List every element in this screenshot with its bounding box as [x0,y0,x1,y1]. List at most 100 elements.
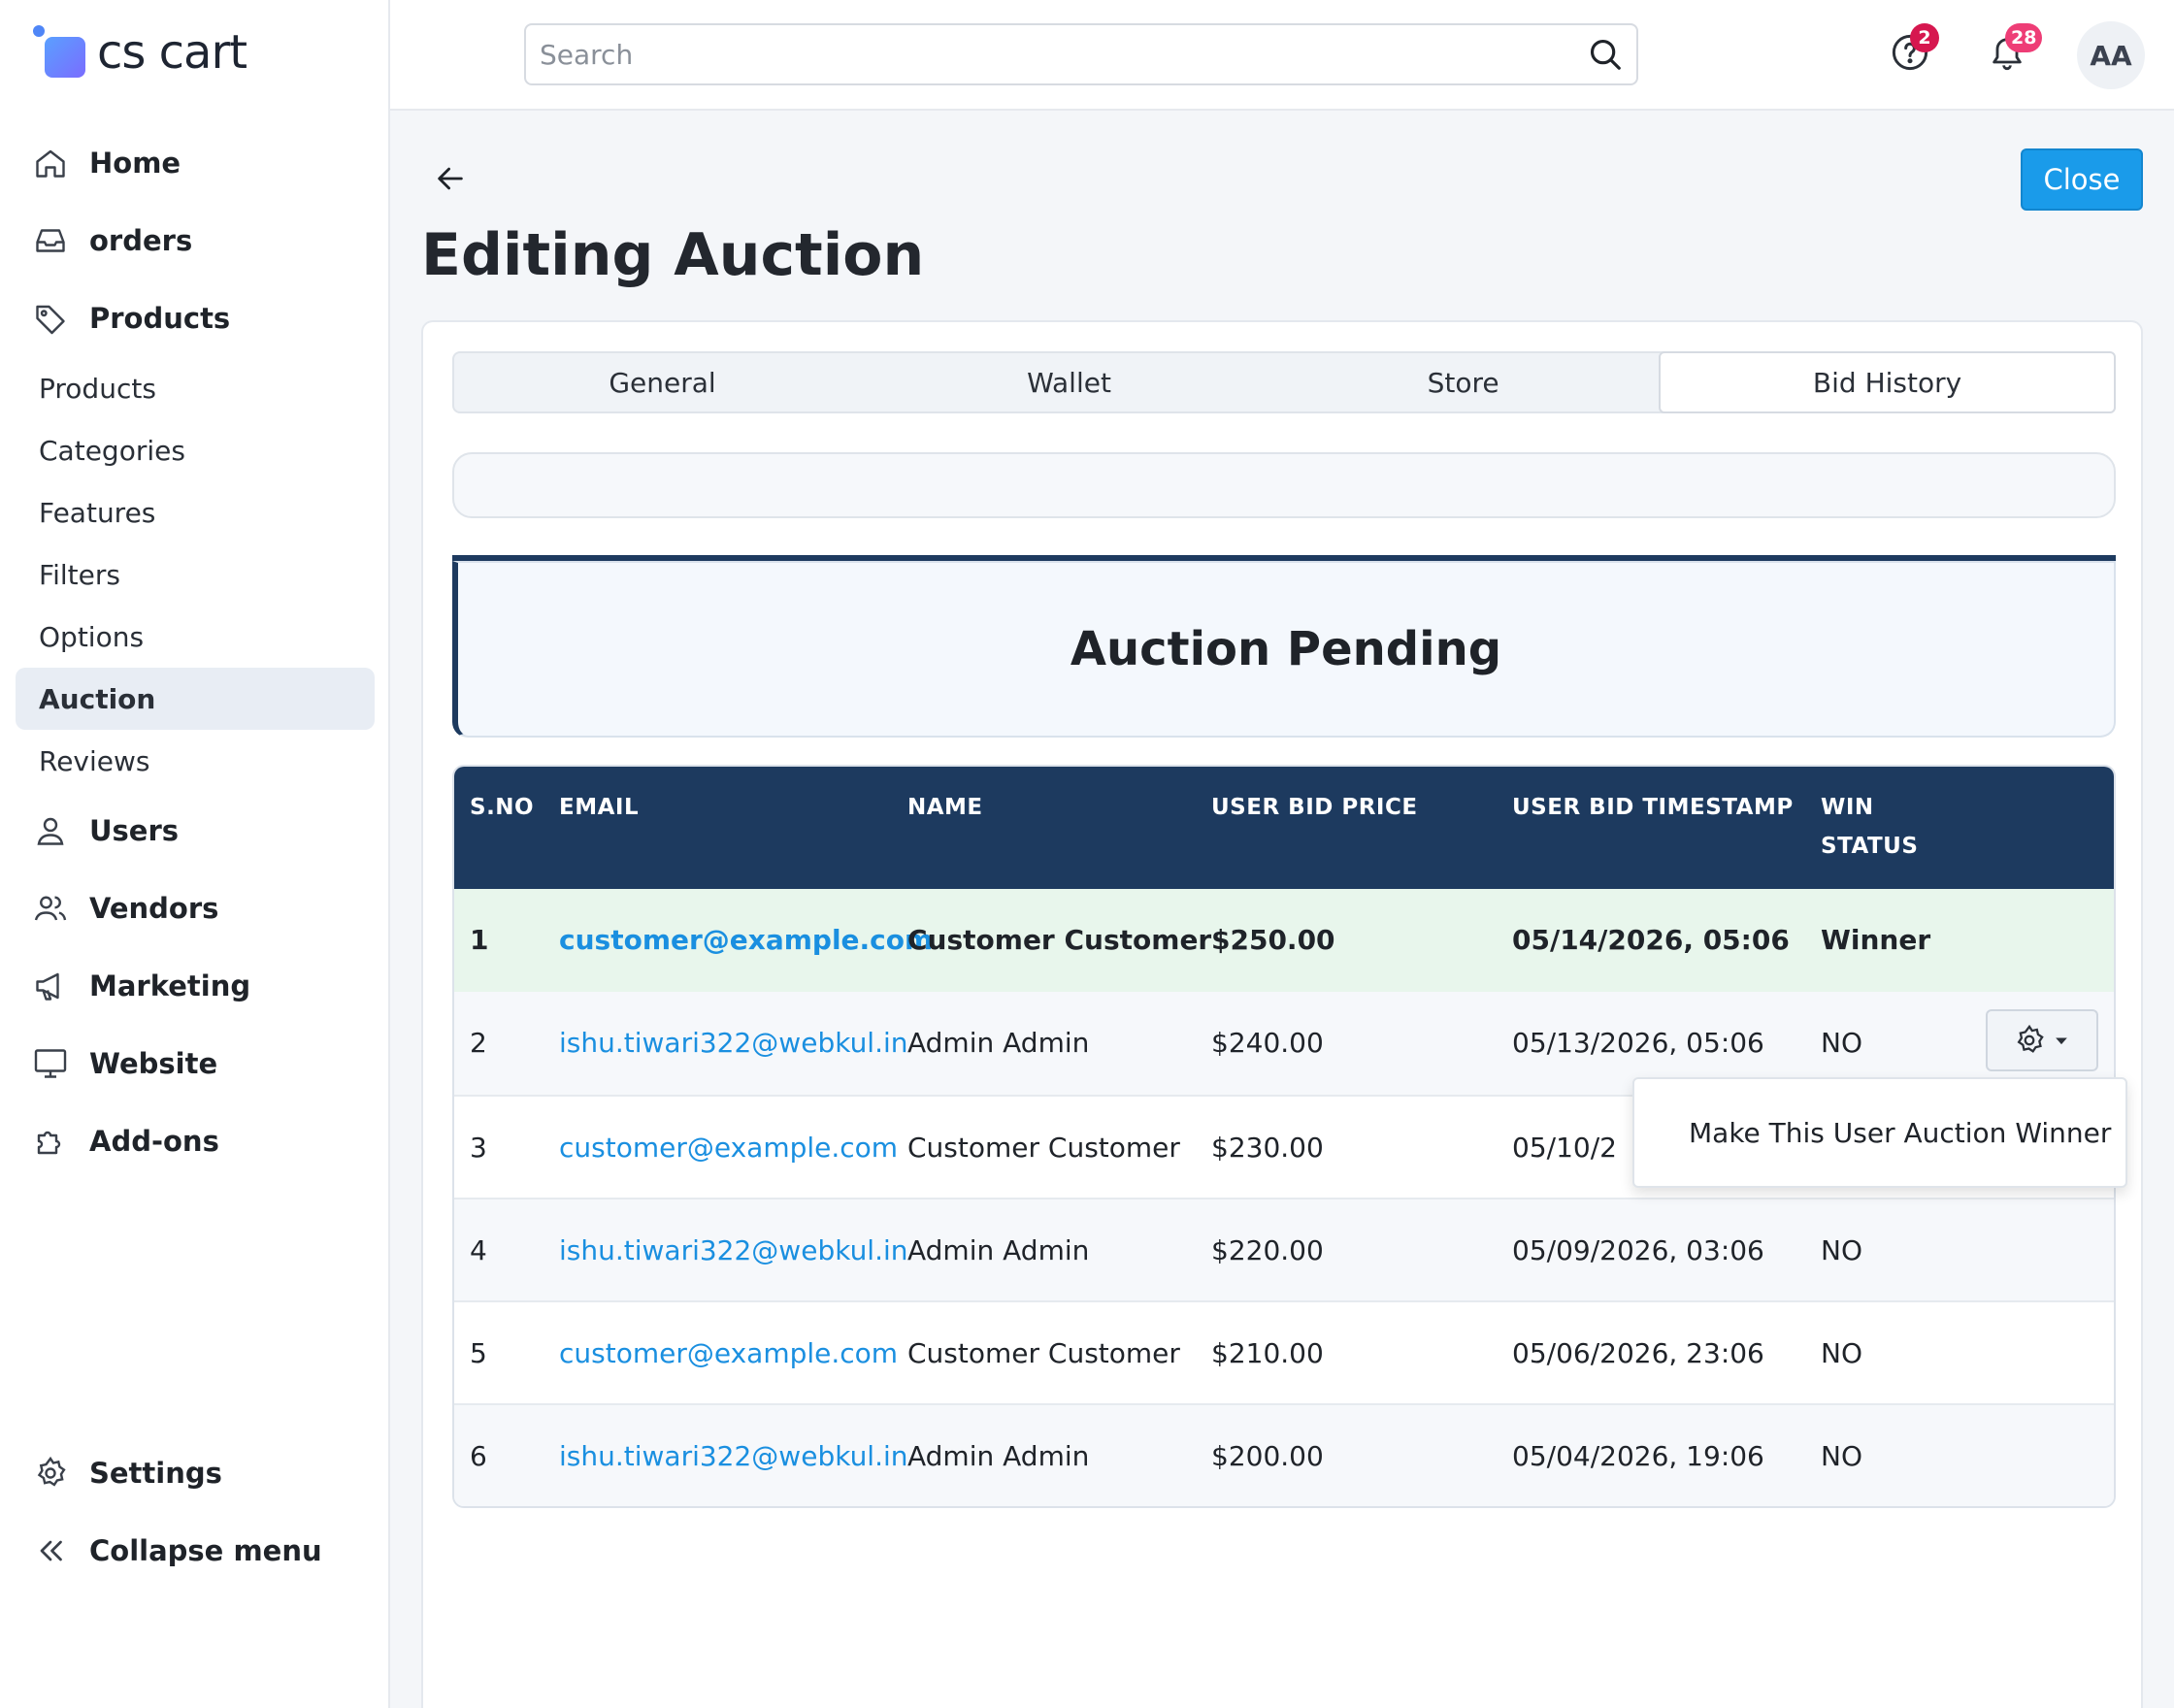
puzzle-icon [31,1122,70,1161]
sidebar-item-label: Users [89,814,180,847]
header-name: NAME [907,795,983,820]
sidebar-item-label: Vendors [89,892,219,925]
cell-bid-price: $200.00 [1211,1439,1324,1472]
table-row: 5 customer@example.com Customer Customer… [454,1300,2114,1403]
cell-sno: 1 [470,923,489,956]
cell-name: Customer Customer [907,1336,1180,1369]
sidebar-nav: Home orders Products Products Categories… [16,124,375,1180]
monitor-icon [31,1044,70,1083]
status-divider [452,555,2116,561]
sidebar-item-home[interactable]: Home [16,124,375,202]
back-button[interactable] [427,155,474,202]
sidebar-item-website[interactable]: Website [16,1025,375,1102]
cell-bid-timestamp: 05/09/2026, 03:06 [1512,1233,1764,1266]
search-icon[interactable] [1574,25,1636,83]
close-button[interactable]: Close [2021,148,2143,211]
header-sno: S.NO [470,795,535,820]
cell-name: Admin Admin [907,1026,1090,1059]
search-input[interactable] [526,25,1574,83]
content-card: General Wallet Store Bid History Auction… [421,320,2143,1708]
arrow-left-icon [438,167,463,190]
sidebar-bottom: Settings Collapse menu [16,1434,375,1590]
sidebar-item-label: Settings [89,1457,222,1490]
collapse-menu-label: Collapse menu [89,1534,322,1567]
header-win-status-line2: STATUS [1821,834,1919,859]
table-row: 6 ishu.tiwari322@webkul.in Admin Admin $… [454,1403,2114,1506]
cell-bid-timestamp: 05/04/2026, 19:06 [1512,1439,1764,1472]
cell-bid-timestamp: 05/13/2026, 05:06 [1512,1026,1764,1059]
cell-email-link[interactable]: customer@example.com [559,923,934,956]
help-badge: 2 [1910,23,1939,52]
logo-text: cs cart [97,25,247,80]
sidebar-item-label: Home [89,147,181,180]
cell-sno: 3 [470,1131,487,1164]
dropdown-item-make-winner[interactable]: Make This User Auction Winner [1632,1077,2127,1188]
page-title: Editing Auction [421,221,925,289]
sidebar-item-label: Marketing [89,969,251,1002]
sidebar-item-label: Products [89,302,231,335]
table-row: 1 customer@example.com Customer Customer… [454,889,2114,992]
cell-email-link[interactable]: ishu.tiwari322@webkul.in [559,1233,908,1266]
table-row: 4 ishu.tiwari322@webkul.in Admin Admin $… [454,1198,2114,1300]
sub-item-auction[interactable]: Auction [16,668,375,730]
sub-item-options[interactable]: Options [39,620,145,653]
cell-bid-timestamp: 05/14/2026, 05:06 [1512,923,1790,956]
cell-bid-price: $210.00 [1211,1336,1324,1369]
header-email: EMAIL [559,795,640,820]
bid-history-table: S.NO EMAIL NAME USER BID PRICE USER BID … [452,765,2127,1508]
avatar[interactable]: AA [2077,21,2145,89]
cell-bid-price: $230.00 [1211,1131,1324,1164]
sidebar-item-settings[interactable]: Settings [16,1434,375,1512]
megaphone-icon [31,967,70,1005]
sub-item-filters[interactable]: Filters [39,558,120,591]
cell-bid-timestamp: 05/06/2026, 23:06 [1512,1336,1764,1369]
cell-email-link[interactable]: customer@example.com [559,1131,899,1164]
sidebar-item-vendors[interactable]: Vendors [16,870,375,947]
tab-general[interactable]: General [609,366,716,399]
notifications-button[interactable]: 28 [1980,23,2043,82]
sidebar-item-label: Website [89,1047,218,1080]
tab-wallet[interactable]: Wallet [1027,366,1111,399]
sub-item-features[interactable]: Features [39,496,156,529]
cell-win-status: NO [1821,1026,1862,1059]
cell-win-status: Winner [1821,923,1931,956]
logo-mark [31,25,85,80]
collapse-menu-button[interactable]: Collapse menu [16,1512,375,1590]
sub-item-products[interactable]: Products [39,372,156,405]
sidebar-item-label: orders [89,224,193,257]
notifications-badge: 28 [2005,23,2043,52]
cell-email-link[interactable]: ishu.tiwari322@webkul.in [559,1439,908,1472]
cell-win-status: NO [1821,1336,1862,1369]
table-header: S.NO EMAIL NAME USER BID PRICE USER BID … [454,767,2114,889]
sidebar: cs cart Home orders Products Products Ca… [0,0,390,1708]
header-bid-timestamp: USER BID TIMESTAMP [1512,795,1794,820]
cell-name: Admin Admin [907,1439,1090,1472]
cell-email-link[interactable]: customer@example.com [559,1336,899,1369]
sub-item-categories[interactable]: Categories [39,434,185,467]
logo[interactable]: cs cart [31,23,247,82]
sidebar-item-users[interactable]: Users [16,792,375,870]
inbox-icon [31,221,70,260]
sidebar-item-products[interactable]: Products [16,279,375,357]
cell-name: Customer Customer [907,1131,1180,1164]
cell-sno: 4 [470,1233,487,1266]
cell-email-link[interactable]: ishu.tiwari322@webkul.in [559,1026,908,1059]
cell-name: Customer Customer [907,923,1212,956]
cell-bid-price: $220.00 [1211,1233,1324,1266]
cell-bid-timestamp: 05/10/2 [1512,1131,1617,1164]
help-button[interactable]: 2 [1883,23,1939,82]
tab-store[interactable]: Store [1427,366,1499,399]
topbar: 2 28 AA [390,0,2174,111]
cell-bid-price: $250.00 [1211,923,1335,956]
sidebar-item-orders[interactable]: orders [16,202,375,279]
cell-win-status: NO [1821,1233,1862,1266]
search-box [524,23,1638,85]
sidebar-item-marketing[interactable]: Marketing [16,947,375,1025]
gear-icon [2017,1024,2044,1053]
sidebar-item-addons[interactable]: Add-ons [16,1102,375,1180]
home-icon [31,144,70,182]
sub-item-reviews[interactable]: Reviews [39,744,150,777]
tab-bid-history[interactable]: Bid History [1659,351,2117,413]
sidebar-item-label: Add-ons [89,1125,219,1158]
row-actions-button[interactable] [1986,1009,2098,1071]
